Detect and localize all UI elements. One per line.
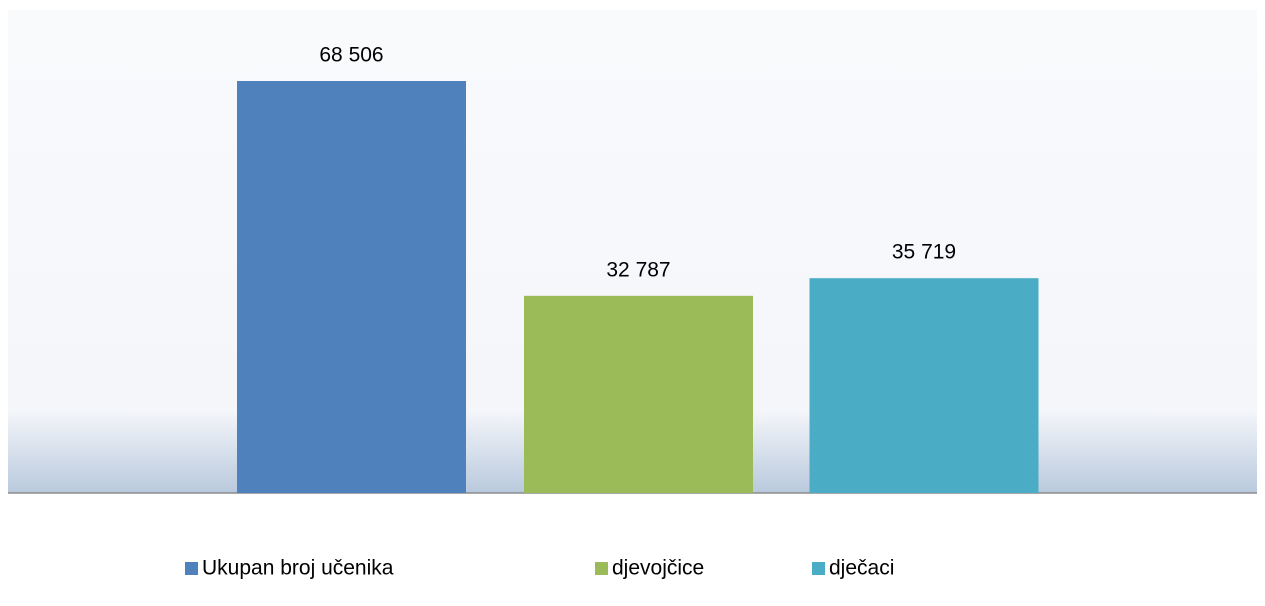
data-label: 32 787 — [606, 258, 670, 281]
legend-label: Ukupan broj učenika — [202, 557, 394, 580]
legend-swatch — [185, 562, 198, 575]
legend-label: djevojčice — [612, 557, 704, 580]
legend-label: dječaci — [829, 557, 894, 580]
data-label: 68 506 — [319, 44, 383, 67]
legend-swatch — [812, 562, 825, 575]
bar — [524, 295, 753, 493]
legend-swatch — [595, 562, 608, 575]
data-label: 35 719 — [892, 241, 956, 264]
bar — [237, 81, 466, 493]
bar — [809, 278, 1039, 493]
